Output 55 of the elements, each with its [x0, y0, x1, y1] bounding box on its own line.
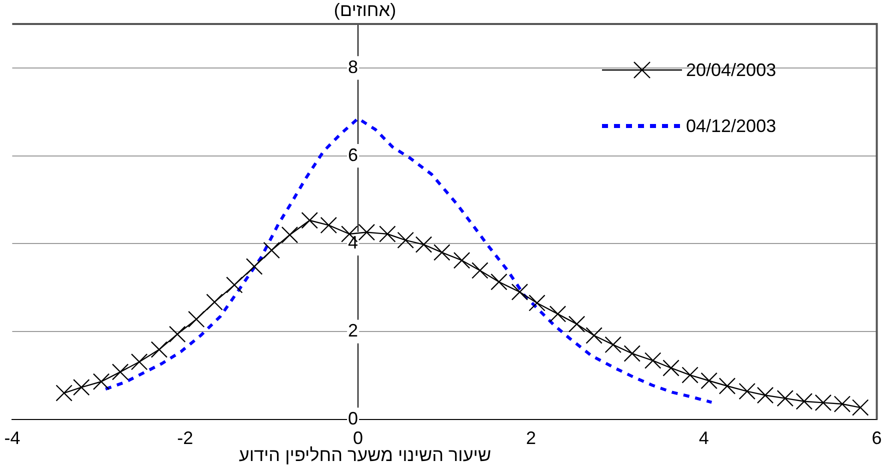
- point: [263, 242, 280, 259]
- point: [397, 232, 414, 249]
- chart-title: (אחוזים): [332, 0, 398, 21]
- point: [738, 382, 756, 400]
- legend-label: 20/04/2003: [686, 60, 776, 80]
- point: [72, 378, 90, 396]
- legend-label: 04/12/2003: [686, 116, 776, 136]
- point: [834, 396, 851, 412]
- point: [188, 310, 205, 328]
- point: [776, 390, 794, 407]
- x-tick-label: 4: [698, 428, 709, 448]
- point: [756, 386, 774, 404]
- point: [358, 224, 376, 241]
- point: [796, 393, 813, 410]
- point: [682, 366, 698, 384]
- point: [490, 274, 508, 290]
- point: [56, 384, 72, 402]
- point: [246, 258, 263, 275]
- point: [415, 236, 432, 253]
- point: [700, 372, 718, 390]
- point: [511, 284, 528, 300]
- point: [586, 327, 602, 344]
- point: [281, 226, 298, 244]
- point: [301, 212, 318, 229]
- x-tick-label: 6: [872, 428, 882, 448]
- point: [624, 345, 640, 362]
- x-tick-label: -4: [4, 428, 20, 448]
- x-tick-label: 2: [526, 428, 536, 448]
- point: [92, 373, 110, 390]
- y-tick-label: 2: [348, 320, 358, 340]
- point: [226, 276, 243, 294]
- y-tick-label: 0: [348, 408, 358, 428]
- point: [453, 252, 470, 269]
- point: [604, 336, 622, 354]
- point: [549, 306, 566, 322]
- point: [150, 341, 168, 358]
- x-axis-title: שיעור השינוי משער החליפין הידוע: [238, 445, 492, 465]
- point: [379, 226, 396, 242]
- point: [206, 294, 223, 310]
- point: [852, 399, 869, 416]
- x-tick-label: -2: [177, 428, 194, 448]
- point: [434, 244, 450, 261]
- point: [528, 294, 546, 312]
- point: [168, 326, 186, 343]
- point: [662, 360, 680, 376]
- point: [320, 216, 338, 234]
- point: [718, 378, 736, 394]
- point: [472, 262, 488, 279]
- point: [112, 364, 129, 380]
- y-tick-label: 8: [348, 56, 358, 77]
- y-tick-label: 6: [348, 144, 358, 165]
- point: [814, 394, 832, 412]
- point: [644, 352, 662, 369]
- point: [130, 353, 148, 370]
- point: [568, 316, 586, 332]
